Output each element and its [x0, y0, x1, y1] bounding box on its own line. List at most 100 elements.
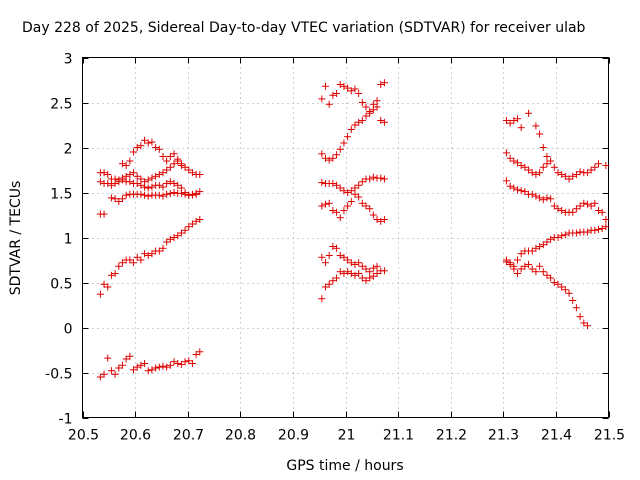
- plus-marker: [174, 360, 182, 367]
- plus-marker: [366, 274, 374, 282]
- plus-marker: [318, 179, 326, 187]
- plus-marker: [532, 244, 540, 252]
- plus-marker: [521, 188, 529, 196]
- plus-marker: [602, 216, 610, 223]
- plus-marker: [336, 81, 344, 88]
- plus-marker: [159, 192, 167, 200]
- plus-marker: [565, 289, 573, 297]
- plus-marker: [174, 232, 182, 240]
- plus-marker: [322, 259, 330, 267]
- plus-marker: [115, 364, 123, 372]
- plus-marker: [177, 160, 185, 168]
- plus-marker: [572, 304, 580, 312]
- plus-marker: [369, 173, 377, 181]
- plus-marker: [148, 183, 156, 191]
- x-tick-label: 21.1: [383, 428, 414, 444]
- plus-marker: [506, 119, 514, 127]
- plus-marker: [166, 153, 174, 160]
- plus-marker: [155, 247, 163, 255]
- y-tick-label: 0.5: [50, 277, 72, 293]
- plus-marker: [130, 259, 138, 267]
- plus-marker: [148, 138, 156, 146]
- plus-marker: [159, 183, 167, 191]
- plus-marker: [166, 235, 174, 243]
- x-tick-label: 21: [338, 428, 356, 444]
- plus-marker: [333, 208, 341, 216]
- plus-marker: [144, 176, 152, 184]
- x-tick-label: 20.9: [278, 428, 309, 444]
- x-tick-label: 20.5: [68, 428, 99, 444]
- plus-marker: [118, 259, 126, 267]
- plus-marker: [133, 253, 141, 261]
- plus-marker: [100, 370, 108, 378]
- plus-marker: [572, 229, 580, 237]
- plus-marker: [152, 364, 160, 372]
- plus-marker: [502, 117, 510, 124]
- plus-marker: [130, 148, 138, 156]
- plus-marker: [550, 163, 558, 171]
- plus-marker: [561, 231, 569, 239]
- plus-marker: [170, 189, 178, 196]
- x-tick-label: 20.7: [173, 428, 204, 444]
- y-tick-label: 3: [64, 52, 73, 68]
- plus-marker: [336, 214, 344, 222]
- plus-marker: [137, 361, 145, 369]
- plus-marker: [347, 126, 355, 133]
- plus-marker: [536, 169, 544, 177]
- plus-marker: [104, 180, 112, 187]
- plus-marker: [107, 367, 115, 375]
- plus-marker: [185, 223, 193, 231]
- plus-marker: [554, 169, 562, 177]
- plus-marker: [539, 163, 547, 171]
- plus-marker: [587, 166, 595, 174]
- plus-marker: [558, 171, 566, 178]
- plus-marker: [344, 189, 352, 196]
- plus-marker: [126, 178, 134, 186]
- plus-marker: [362, 265, 370, 273]
- plus-marker: [543, 238, 551, 246]
- plus-marker: [351, 190, 359, 198]
- plus-marker: [514, 159, 522, 167]
- plus-marker: [514, 270, 522, 277]
- plus-marker: [554, 280, 562, 288]
- plus-marker: [510, 157, 518, 165]
- plus-marker: [539, 144, 547, 151]
- plus-marker: [133, 172, 141, 180]
- plus-marker: [188, 191, 196, 199]
- plus-marker: [536, 194, 544, 202]
- plus-marker: [133, 144, 141, 151]
- plus-marker: [539, 268, 547, 276]
- plus-marker: [122, 172, 130, 180]
- y-tick-labels: -1 -0.5 0 0.5 1 1.5 2 2.5 3: [45, 52, 72, 428]
- plus-marker: [502, 149, 510, 157]
- plus-marker: [126, 256, 134, 264]
- plus-marker: [170, 180, 178, 187]
- plus-marker: [576, 202, 584, 210]
- plus-marker: [333, 151, 341, 159]
- plus-marker: [550, 202, 558, 210]
- plus-marker: [100, 169, 108, 177]
- plus-marker: [340, 82, 348, 90]
- plus-marker: [340, 207, 348, 214]
- plus-marker: [502, 177, 510, 185]
- plus-marker: [517, 250, 525, 258]
- plus-marker: [373, 97, 381, 105]
- plus-marker: [96, 178, 104, 186]
- y-tick-label: -0.5: [45, 367, 72, 383]
- chart-title: Day 228 of 2025, Sidereal Day-to-day VTE…: [22, 20, 586, 36]
- plus-marker: [325, 156, 333, 164]
- plus-marker: [543, 271, 551, 279]
- plus-marker: [517, 265, 525, 273]
- plus-marker: [377, 117, 385, 124]
- y-tick-label: 2.5: [50, 97, 72, 113]
- plus-marker: [351, 261, 359, 268]
- plus-marker: [561, 286, 569, 294]
- plus-marker: [329, 154, 337, 162]
- plus-marker: [580, 199, 588, 207]
- plus-marker: [576, 168, 584, 176]
- plus-marker: [525, 109, 533, 117]
- plus-marker: [347, 87, 355, 95]
- plus-marker: [188, 220, 196, 228]
- plus-marker: [181, 358, 189, 366]
